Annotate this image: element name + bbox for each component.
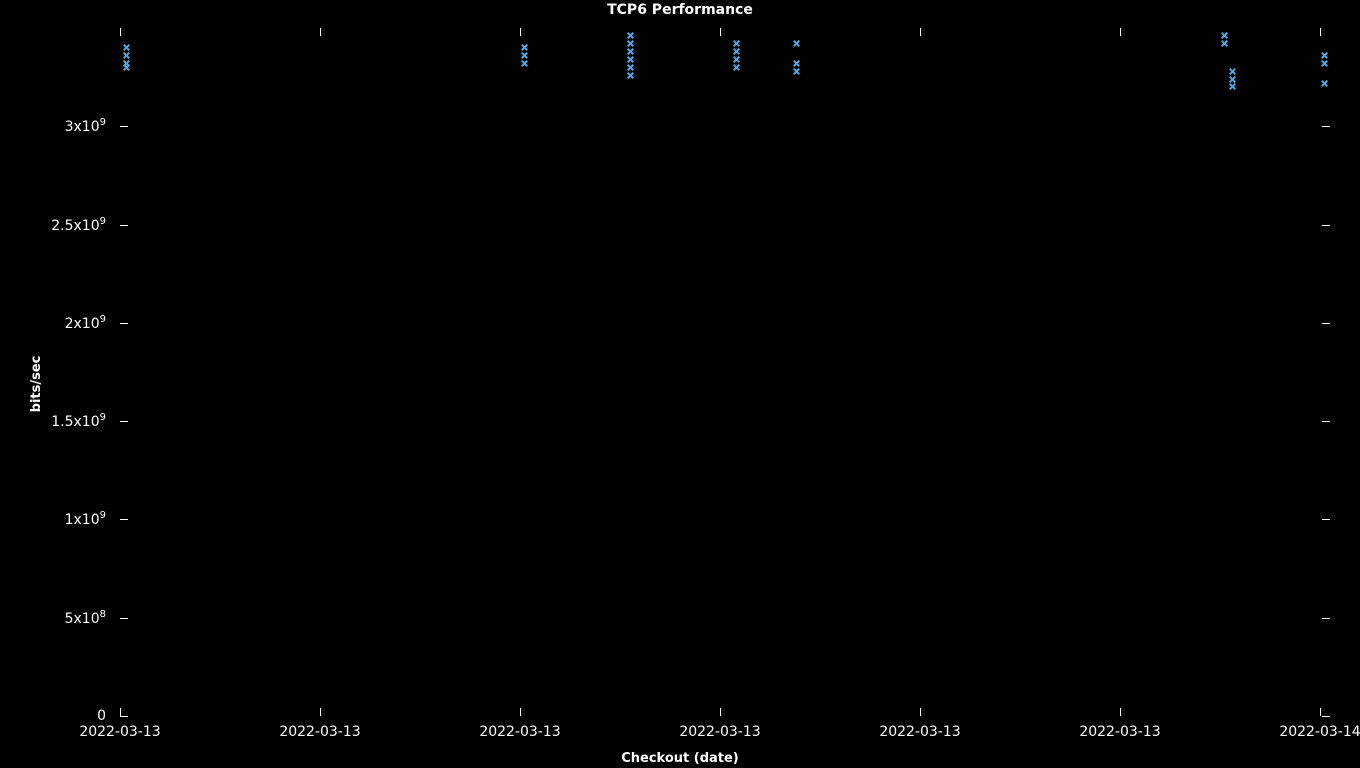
- data-point: [793, 68, 800, 75]
- x-tick-mark: [520, 708, 521, 716]
- y-tick-mark: [120, 126, 128, 127]
- data-point: [627, 32, 634, 39]
- y-tick-mark: [1322, 225, 1330, 226]
- data-point: [521, 52, 528, 59]
- y-tick-mark: [120, 225, 128, 226]
- x-tick-mark: [1320, 708, 1321, 716]
- y-tick-label: 2.5x109: [51, 216, 106, 234]
- data-point: [627, 40, 634, 47]
- plot-area: 05x1081x1091.5x1092x1092.5x1093x1092022-…: [120, 28, 1330, 716]
- x-tick-mark: [1320, 28, 1321, 36]
- data-point: [627, 72, 634, 79]
- x-tick-mark: [120, 708, 121, 716]
- x-tick-label: 2022-03-13: [279, 724, 360, 740]
- data-point: [1321, 80, 1328, 87]
- y-tick-mark: [120, 716, 128, 717]
- y-axis-label: bits/sec: [29, 356, 44, 413]
- y-tick-label: 1x109: [65, 511, 106, 529]
- y-tick-label: 1.5x109: [51, 412, 106, 430]
- tcp6-performance-chart: TCP6 Performance bits/sec Checkout (date…: [0, 0, 1360, 768]
- data-point: [793, 40, 800, 47]
- x-tick-mark: [720, 28, 721, 36]
- y-tick-mark: [1322, 126, 1330, 127]
- data-point: [123, 64, 130, 71]
- y-tick-mark: [120, 519, 128, 520]
- x-tick-label: 2022-03-13: [679, 724, 760, 740]
- x-axis-label: Checkout (date): [0, 751, 1360, 766]
- y-tick-mark: [1322, 716, 1330, 717]
- x-tick-label: 2022-03-14: [1279, 724, 1360, 740]
- data-point: [1221, 32, 1228, 39]
- x-tick-mark: [120, 28, 121, 36]
- y-tick-mark: [1322, 618, 1330, 619]
- data-point: [1221, 40, 1228, 47]
- data-point: [627, 48, 634, 55]
- data-point: [521, 44, 528, 51]
- x-tick-mark: [320, 708, 321, 716]
- x-tick-mark: [1120, 28, 1121, 36]
- data-point: [1229, 68, 1236, 75]
- data-point: [733, 56, 740, 63]
- data-point: [123, 44, 130, 51]
- data-point: [733, 40, 740, 47]
- data-point: [1229, 76, 1236, 83]
- y-tick-label: 0: [97, 708, 106, 724]
- y-tick-mark: [120, 421, 128, 422]
- x-tick-label: 2022-03-13: [1079, 724, 1160, 740]
- data-point: [627, 64, 634, 71]
- x-tick-label: 2022-03-13: [479, 724, 560, 740]
- data-point: [1229, 83, 1236, 90]
- y-tick-label: 5x108: [65, 609, 106, 627]
- data-point: [1321, 52, 1328, 59]
- data-point: [733, 64, 740, 71]
- data-point: [793, 60, 800, 67]
- data-point: [627, 56, 634, 63]
- y-tick-mark: [1322, 323, 1330, 324]
- x-tick-label: 2022-03-13: [79, 724, 160, 740]
- x-tick-mark: [720, 708, 721, 716]
- y-tick-label: 3x109: [65, 117, 106, 135]
- x-tick-label: 2022-03-13: [879, 724, 960, 740]
- data-point: [521, 60, 528, 67]
- y-tick-mark: [1322, 519, 1330, 520]
- x-tick-mark: [320, 28, 321, 36]
- y-tick-mark: [120, 323, 128, 324]
- y-tick-label: 2x109: [65, 314, 106, 332]
- x-tick-mark: [920, 28, 921, 36]
- chart-title: TCP6 Performance: [0, 2, 1360, 18]
- x-tick-mark: [520, 28, 521, 36]
- data-point: [123, 52, 130, 59]
- data-point: [733, 48, 740, 55]
- y-tick-mark: [1322, 421, 1330, 422]
- data-point: [1321, 60, 1328, 67]
- y-tick-mark: [120, 618, 128, 619]
- x-tick-mark: [1120, 708, 1121, 716]
- x-tick-mark: [920, 708, 921, 716]
